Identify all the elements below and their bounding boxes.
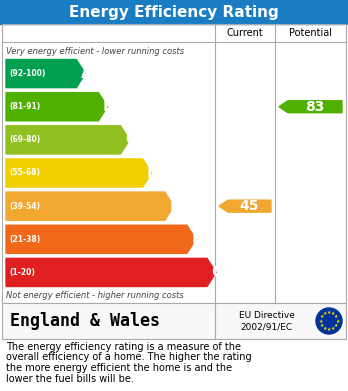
Text: (81-91): (81-91) [9,102,40,111]
Text: C: C [125,133,136,147]
Text: ★: ★ [334,314,339,319]
Text: ★: ★ [319,314,324,319]
Text: The energy efficiency rating is a measure of the: The energy efficiency rating is a measur… [6,342,241,352]
Text: (69-80): (69-80) [9,135,40,144]
Bar [2,24,346,303]
Text: (21-38): (21-38) [9,235,40,244]
Text: ★: ★ [331,326,335,331]
Text: Potential: Potential [289,28,332,38]
Circle shape [316,308,342,334]
Text: lower the fuel bills will be.: lower the fuel bills will be. [6,373,134,384]
Text: ★: ★ [318,319,323,323]
Polygon shape [6,126,129,154]
Polygon shape [6,225,196,253]
Text: the more energy efficient the home is and the: the more energy efficient the home is an… [6,363,232,373]
Polygon shape [6,59,85,88]
Text: F: F [192,232,202,247]
Text: B: B [103,99,114,114]
Text: ★: ★ [323,326,327,331]
Text: ★: ★ [319,323,324,328]
Text: ★: ★ [335,319,340,323]
Bar [0,0,348,24]
Text: Current: Current [227,28,263,38]
Text: 83: 83 [305,100,324,114]
Text: (1-20): (1-20) [9,268,35,277]
Text: E: E [169,199,180,213]
Polygon shape [219,200,271,212]
Text: ★: ★ [327,310,331,315]
Bar [2,303,346,339]
Text: 2002/91/EC: 2002/91/EC [240,323,293,332]
Text: ★: ★ [327,327,331,332]
Text: D: D [147,165,159,181]
Text: (55-68): (55-68) [9,169,40,178]
Text: ★: ★ [323,311,327,316]
Text: (92-100): (92-100) [9,69,45,78]
Polygon shape [6,258,216,287]
Text: Not energy efficient - higher running costs: Not energy efficient - higher running co… [6,292,184,301]
Text: overall efficiency of a home. The higher the rating: overall efficiency of a home. The higher… [6,353,252,362]
Polygon shape [6,93,108,121]
Text: England & Wales: England & Wales [10,312,160,330]
Text: Energy Efficiency Rating: Energy Efficiency Rating [69,5,279,20]
Text: G: G [211,265,223,280]
Polygon shape [279,101,342,113]
Text: (39-54): (39-54) [9,202,40,211]
Polygon shape [6,159,152,187]
Text: 45: 45 [239,199,259,213]
Text: Very energy efficient - lower running costs: Very energy efficient - lower running co… [6,47,184,57]
Text: ★: ★ [334,323,339,328]
Text: EU Directive: EU Directive [239,312,294,321]
Text: ★: ★ [331,311,335,316]
Polygon shape [6,192,174,220]
Text: A: A [80,66,92,81]
